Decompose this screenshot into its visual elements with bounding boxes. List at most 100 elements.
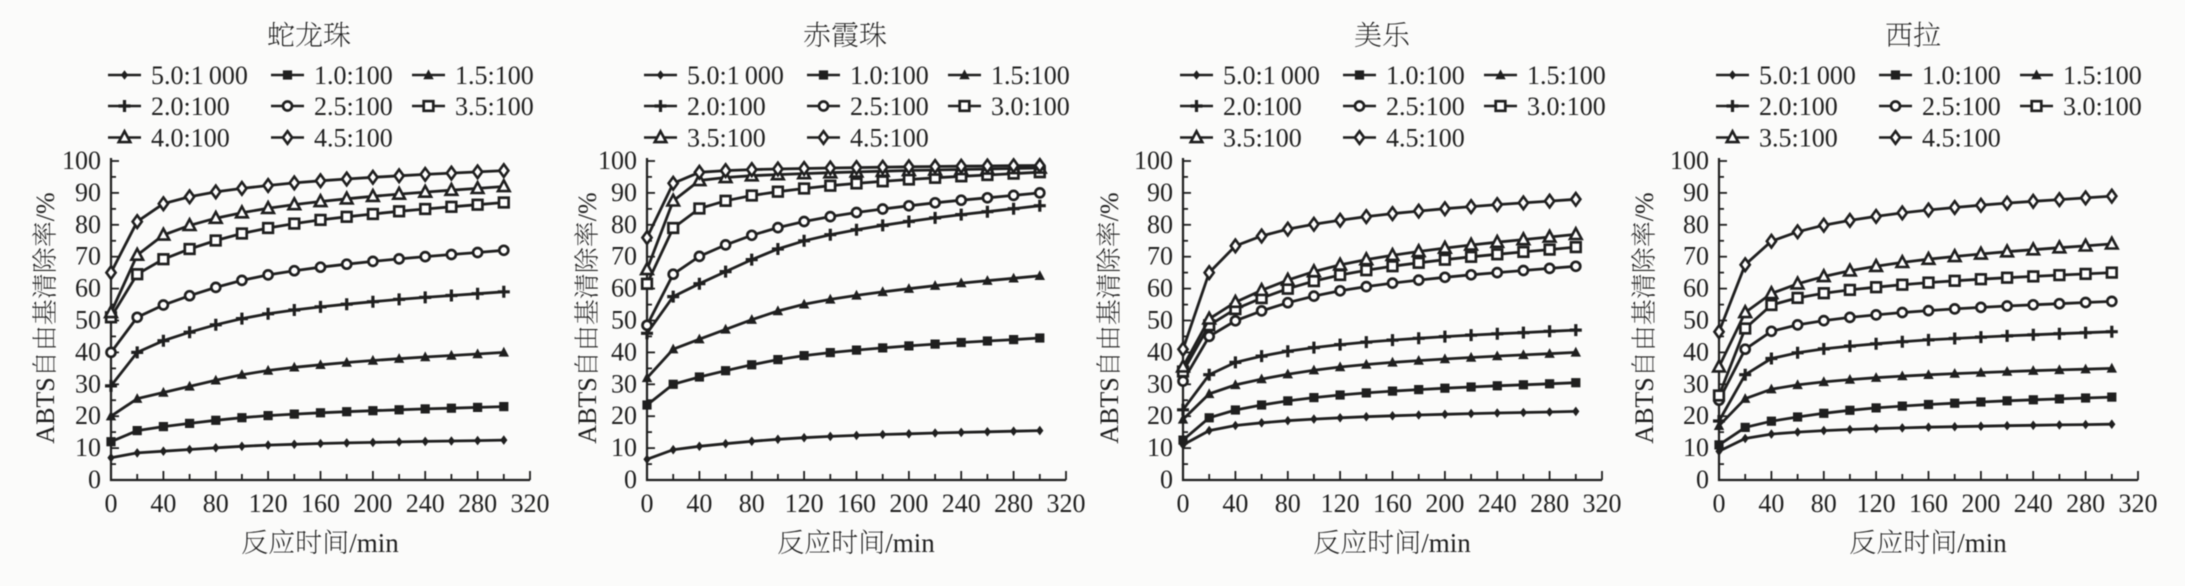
svg-text:80: 80 xyxy=(75,210,101,239)
svg-text:80: 80 xyxy=(1683,210,1709,239)
svg-text:120: 120 xyxy=(1321,489,1360,518)
svg-text:90: 90 xyxy=(611,178,637,207)
svg-text:0: 0 xyxy=(624,465,637,494)
svg-text:ABTS: ABTS xyxy=(1630,377,1659,443)
svg-text:120: 120 xyxy=(249,489,288,518)
svg-text:5.0:1 000: 5.0:1 000 xyxy=(687,61,784,90)
svg-text:3.0:100: 3.0:100 xyxy=(991,92,1070,121)
svg-text:10: 10 xyxy=(75,433,101,462)
svg-text:/%: /% xyxy=(31,192,60,221)
svg-text:5.0:1 000: 5.0:1 000 xyxy=(1223,61,1320,90)
svg-text:60: 60 xyxy=(75,274,101,303)
svg-text:0: 0 xyxy=(1696,465,1709,494)
svg-text:4.5:100: 4.5:100 xyxy=(1386,124,1465,153)
svg-text:100: 100 xyxy=(62,146,101,175)
svg-text:4.5:100: 4.5:100 xyxy=(850,124,929,153)
svg-text:ABTS: ABTS xyxy=(31,377,60,443)
svg-text:30: 30 xyxy=(1683,369,1709,398)
svg-text:60: 60 xyxy=(611,274,637,303)
svg-text:0: 0 xyxy=(105,489,118,518)
svg-text:/%: /% xyxy=(1095,192,1124,221)
svg-text:20: 20 xyxy=(611,401,637,430)
svg-text:/min: /min xyxy=(349,528,399,558)
svg-text:/min: /min xyxy=(885,528,935,558)
svg-text:80: 80 xyxy=(203,489,229,518)
svg-text:1.0:100: 1.0:100 xyxy=(850,61,929,90)
svg-text:2.5:100: 2.5:100 xyxy=(850,92,929,121)
svg-text:80: 80 xyxy=(1147,210,1173,239)
svg-text:120: 120 xyxy=(1857,489,1896,518)
svg-text:320: 320 xyxy=(2119,489,2158,518)
svg-text:320: 320 xyxy=(1583,489,1622,518)
svg-text:10: 10 xyxy=(1147,433,1173,462)
svg-text:3.0:100: 3.0:100 xyxy=(2063,92,2142,121)
svg-text:320: 320 xyxy=(511,489,550,518)
svg-text:90: 90 xyxy=(1147,178,1173,207)
svg-text:80: 80 xyxy=(1811,489,1837,518)
svg-text:40: 40 xyxy=(1758,489,1784,518)
svg-text:40: 40 xyxy=(150,489,176,518)
svg-text:200: 200 xyxy=(353,489,392,518)
svg-text:280: 280 xyxy=(994,489,1033,518)
svg-text:50: 50 xyxy=(1147,306,1173,335)
svg-text:4.5:100: 4.5:100 xyxy=(314,124,393,153)
svg-text:5.0:1 000: 5.0:1 000 xyxy=(1759,61,1856,90)
svg-text:0: 0 xyxy=(641,489,654,518)
svg-text:280: 280 xyxy=(1530,489,1569,518)
svg-text:0: 0 xyxy=(1177,489,1190,518)
svg-text:70: 70 xyxy=(75,242,101,271)
svg-text:40: 40 xyxy=(1683,337,1709,366)
svg-text:3.5:100: 3.5:100 xyxy=(687,124,766,153)
svg-text:200: 200 xyxy=(889,489,928,518)
svg-text:40: 40 xyxy=(75,337,101,366)
svg-text:50: 50 xyxy=(611,306,637,335)
svg-text:60: 60 xyxy=(1683,274,1709,303)
svg-text:100: 100 xyxy=(598,146,637,175)
svg-text:4.0:100: 4.0:100 xyxy=(151,124,230,153)
svg-text:0: 0 xyxy=(1160,465,1173,494)
svg-text:240: 240 xyxy=(2014,489,2053,518)
svg-text:50: 50 xyxy=(1683,306,1709,335)
svg-text:200: 200 xyxy=(1961,489,2000,518)
svg-text:160: 160 xyxy=(1373,489,1412,518)
svg-text:280: 280 xyxy=(458,489,497,518)
svg-text:240: 240 xyxy=(942,489,981,518)
svg-text:ABTS: ABTS xyxy=(1095,377,1124,443)
svg-text:160: 160 xyxy=(1909,489,1948,518)
svg-text:1.5:100: 1.5:100 xyxy=(1527,61,1606,90)
svg-text:160: 160 xyxy=(301,489,340,518)
svg-text:40: 40 xyxy=(611,337,637,366)
svg-text:1.0:100: 1.0:100 xyxy=(1386,61,1465,90)
svg-text:1.0:100: 1.0:100 xyxy=(1922,61,2001,90)
svg-text:10: 10 xyxy=(611,433,637,462)
svg-text:80: 80 xyxy=(1275,489,1301,518)
svg-text:5.0:1 000: 5.0:1 000 xyxy=(151,61,248,90)
svg-text:1.5:100: 1.5:100 xyxy=(2063,61,2142,90)
svg-text:/min: /min xyxy=(1421,528,1471,558)
svg-text:4.5:100: 4.5:100 xyxy=(1922,124,2001,153)
svg-text:30: 30 xyxy=(1147,369,1173,398)
svg-text:70: 70 xyxy=(1683,242,1709,271)
svg-text:20: 20 xyxy=(1147,401,1173,430)
svg-text:30: 30 xyxy=(611,369,637,398)
svg-text:3.0:100: 3.0:100 xyxy=(1527,92,1606,121)
svg-text:1.0:100: 1.0:100 xyxy=(314,61,393,90)
svg-text:3.5:100: 3.5:100 xyxy=(455,92,534,121)
svg-text:3.5:100: 3.5:100 xyxy=(1223,124,1302,153)
svg-text:100: 100 xyxy=(1134,146,1173,175)
svg-text:/%: /% xyxy=(1630,192,1659,221)
svg-text:2.0:100: 2.0:100 xyxy=(1759,92,1838,121)
svg-text:2.5:100: 2.5:100 xyxy=(1386,92,1465,121)
svg-text:30: 30 xyxy=(75,369,101,398)
svg-text:ABTS: ABTS xyxy=(573,377,602,443)
svg-text:320: 320 xyxy=(1047,489,1086,518)
svg-text:240: 240 xyxy=(406,489,445,518)
svg-text:160: 160 xyxy=(837,489,876,518)
svg-text:20: 20 xyxy=(1683,401,1709,430)
svg-text:10: 10 xyxy=(1683,433,1709,462)
svg-text:40: 40 xyxy=(1147,337,1173,366)
svg-text:90: 90 xyxy=(1683,178,1709,207)
svg-text:2.0:100: 2.0:100 xyxy=(687,92,766,121)
svg-text:60: 60 xyxy=(1147,274,1173,303)
svg-text:/min: /min xyxy=(1957,528,2007,558)
